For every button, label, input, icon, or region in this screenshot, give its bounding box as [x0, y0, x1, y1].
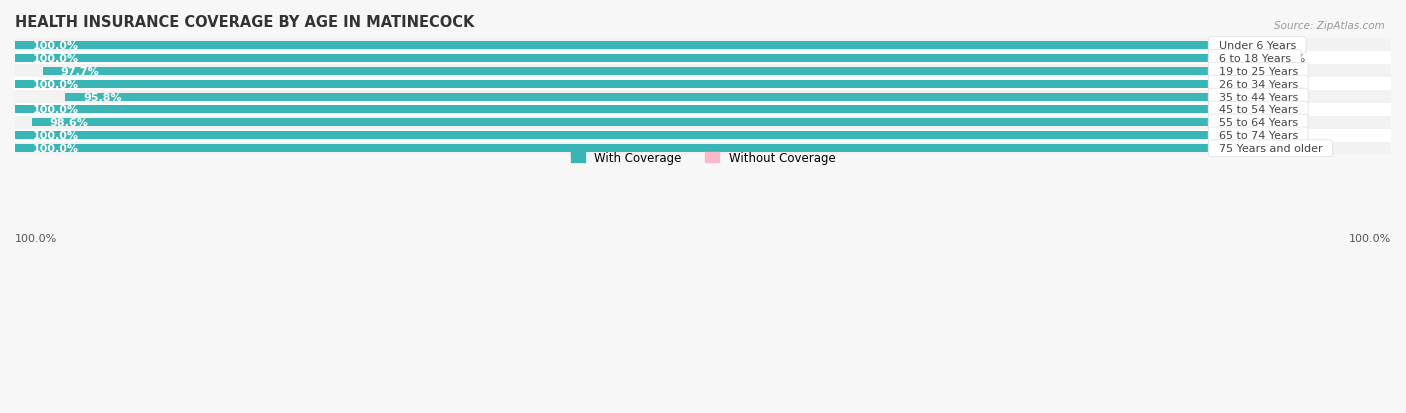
- Text: 100.0%: 100.0%: [32, 105, 79, 115]
- Text: 19 to 25 Years: 19 to 25 Years: [1212, 66, 1305, 76]
- Text: 100.0%: 100.0%: [1348, 234, 1391, 244]
- Bar: [15, 42, 1212, 50]
- Bar: [1212, 132, 1271, 140]
- Text: 75 Years and older: 75 Years and older: [1212, 144, 1329, 154]
- Text: 4.2%: 4.2%: [1268, 93, 1296, 102]
- Text: 100.0%: 100.0%: [32, 41, 79, 51]
- Text: 0.0%: 0.0%: [1277, 54, 1306, 64]
- Bar: [15, 104, 1391, 116]
- Text: 0.0%: 0.0%: [1277, 79, 1306, 89]
- Bar: [15, 116, 1391, 130]
- Text: 45 to 54 Years: 45 to 54 Years: [1212, 105, 1305, 115]
- Bar: [1212, 106, 1271, 114]
- Bar: [15, 142, 1391, 155]
- Text: 0.0%: 0.0%: [1277, 105, 1306, 115]
- Text: 97.7%: 97.7%: [60, 66, 100, 76]
- Bar: [1212, 93, 1261, 101]
- Bar: [1212, 68, 1239, 76]
- Bar: [15, 39, 1391, 52]
- Text: 95.8%: 95.8%: [83, 93, 122, 102]
- Bar: [15, 78, 1391, 91]
- Bar: [1212, 145, 1271, 153]
- Legend: With Coverage, Without Coverage: With Coverage, Without Coverage: [565, 147, 841, 170]
- Text: 100.0%: 100.0%: [32, 79, 79, 89]
- Text: 100.0%: 100.0%: [32, 54, 79, 64]
- Text: 98.6%: 98.6%: [49, 118, 89, 128]
- Bar: [15, 132, 1212, 140]
- Bar: [15, 91, 1391, 104]
- Text: 6 to 18 Years: 6 to 18 Years: [1212, 54, 1298, 64]
- Bar: [65, 93, 1212, 101]
- Bar: [15, 52, 1391, 65]
- Bar: [1212, 42, 1271, 50]
- Text: 100.0%: 100.0%: [32, 131, 79, 141]
- Text: 100.0%: 100.0%: [15, 234, 58, 244]
- Text: 2.3%: 2.3%: [1246, 66, 1274, 76]
- Text: 0.0%: 0.0%: [1277, 144, 1306, 154]
- Bar: [1212, 119, 1229, 127]
- Text: 55 to 64 Years: 55 to 64 Years: [1212, 118, 1305, 128]
- Text: 0.0%: 0.0%: [1277, 131, 1306, 141]
- Bar: [1212, 55, 1271, 63]
- Bar: [15, 65, 1391, 78]
- Bar: [42, 68, 1212, 76]
- Bar: [32, 119, 1212, 127]
- Text: HEALTH INSURANCE COVERAGE BY AGE IN MATINECOCK: HEALTH INSURANCE COVERAGE BY AGE IN MATI…: [15, 15, 474, 30]
- Bar: [15, 106, 1212, 114]
- Text: Under 6 Years: Under 6 Years: [1212, 41, 1303, 51]
- Text: 0.0%: 0.0%: [1277, 41, 1306, 51]
- Bar: [15, 81, 1212, 88]
- Text: 26 to 34 Years: 26 to 34 Years: [1212, 79, 1305, 89]
- Text: 1.4%: 1.4%: [1234, 118, 1263, 128]
- Text: 65 to 74 Years: 65 to 74 Years: [1212, 131, 1305, 141]
- Text: 100.0%: 100.0%: [32, 144, 79, 154]
- Bar: [15, 55, 1212, 63]
- Text: 35 to 44 Years: 35 to 44 Years: [1212, 93, 1305, 102]
- Text: Source: ZipAtlas.com: Source: ZipAtlas.com: [1274, 21, 1385, 31]
- Bar: [15, 145, 1212, 153]
- Bar: [15, 130, 1391, 142]
- Bar: [1212, 81, 1271, 88]
